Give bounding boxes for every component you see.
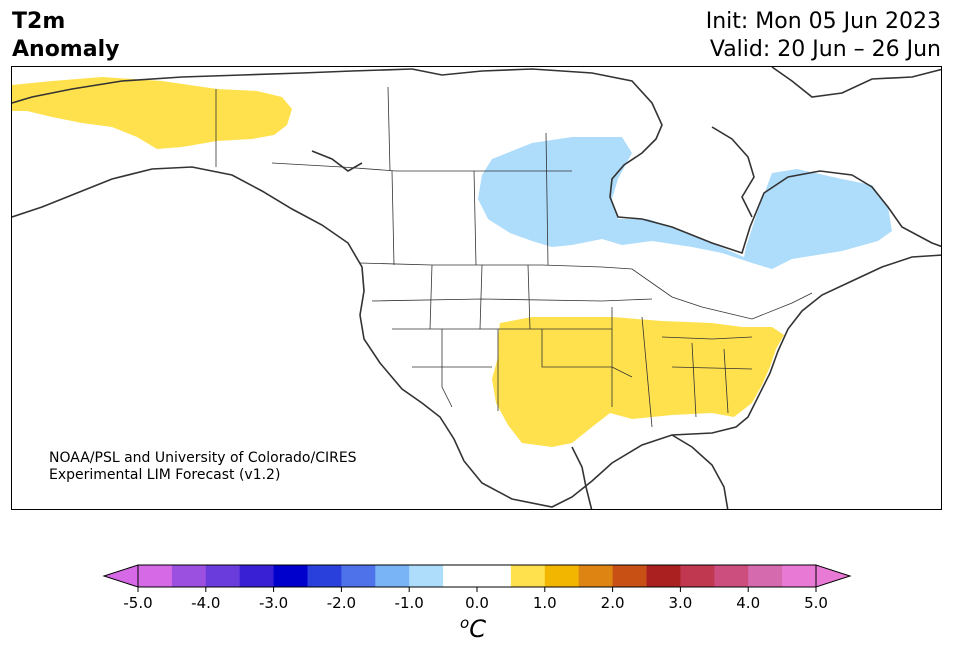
colorbar-tick-label: -5.0 [123,594,152,612]
colorbar-tick-label: -1.0 [395,594,424,612]
colorbar-tick-label: -3.0 [259,594,288,612]
colorbar-swatch [782,565,817,587]
anomaly-alaska [12,77,292,149]
colorbar-swatch [138,565,173,587]
colorbar-swatch [273,565,308,587]
unit-label: C [469,615,486,643]
colorbar-tick-label: -4.0 [191,594,220,612]
colorbar-swatch [544,565,580,587]
colorbar-swatch [375,565,410,587]
colorbar-tick-label: 2.0 [601,594,625,612]
colorbar-tick-label: 5.0 [804,594,828,612]
valid-date: Valid: 20 Jun – 26 Jun [709,37,941,62]
colorbar-swatch [510,565,546,587]
anomaly-subtitle: Anomaly [12,37,120,62]
colorbar-extend-high [815,564,852,588]
coastlines [12,67,941,509]
colorbar-swatch [612,565,647,587]
colorbar-swatch [748,565,783,587]
credit-line-1: NOAA/PSL and University of Colorado/CIRE… [49,450,357,466]
colorbar-tick-label: 4.0 [736,594,760,612]
unit-degree: o [460,614,470,632]
colorbar-swatch [409,565,444,587]
colorbar-swatch [239,565,275,587]
colorbar-swatch [646,565,681,587]
colorbar-swatch [680,565,715,587]
colorbar-swatch [714,565,749,587]
title-right: Init: Mon 05 Jun 2023 Valid: 20 Jun – 26… [706,8,941,64]
colorbar-swatch [205,565,241,587]
colorbar-tick-label: -2.0 [327,594,356,612]
colorbar-swatch [171,565,207,587]
map-svg [12,67,941,509]
init-date: Init: Mon 05 Jun 2023 [705,9,941,34]
credit-line-2: Experimental LIM Forecast (v1.2) [49,467,281,483]
colorbar-tick-label: 3.0 [668,594,692,612]
colorbar-swatch [477,565,512,587]
colorbar-swatch [578,565,614,587]
colorbar-tick-label: 1.0 [533,594,557,612]
colorbar: -5.0 -4.0 -3.0 -2.0 -1.0 0.0 1.0 2.0 3.0 4.0 5.0 [102,564,852,612]
credit-text: NOAA/PSL and University of Colorado/CIRE… [49,450,357,484]
colorbar-extend-low [102,564,139,588]
map-panel [11,66,942,510]
borders [215,86,813,428]
variable-title: T2m [12,9,66,34]
colorbar-swatch [307,565,342,587]
anomaly-central-canada [478,137,892,269]
colorbar-tick-label: 0.0 [465,594,489,612]
colorbar-swatch [443,565,478,587]
colorbar-unit: oC [460,614,486,643]
title-left: T2m Anomaly [12,8,119,64]
colorbar-swatch [341,565,376,587]
anomaly-southern-us [492,317,784,447]
